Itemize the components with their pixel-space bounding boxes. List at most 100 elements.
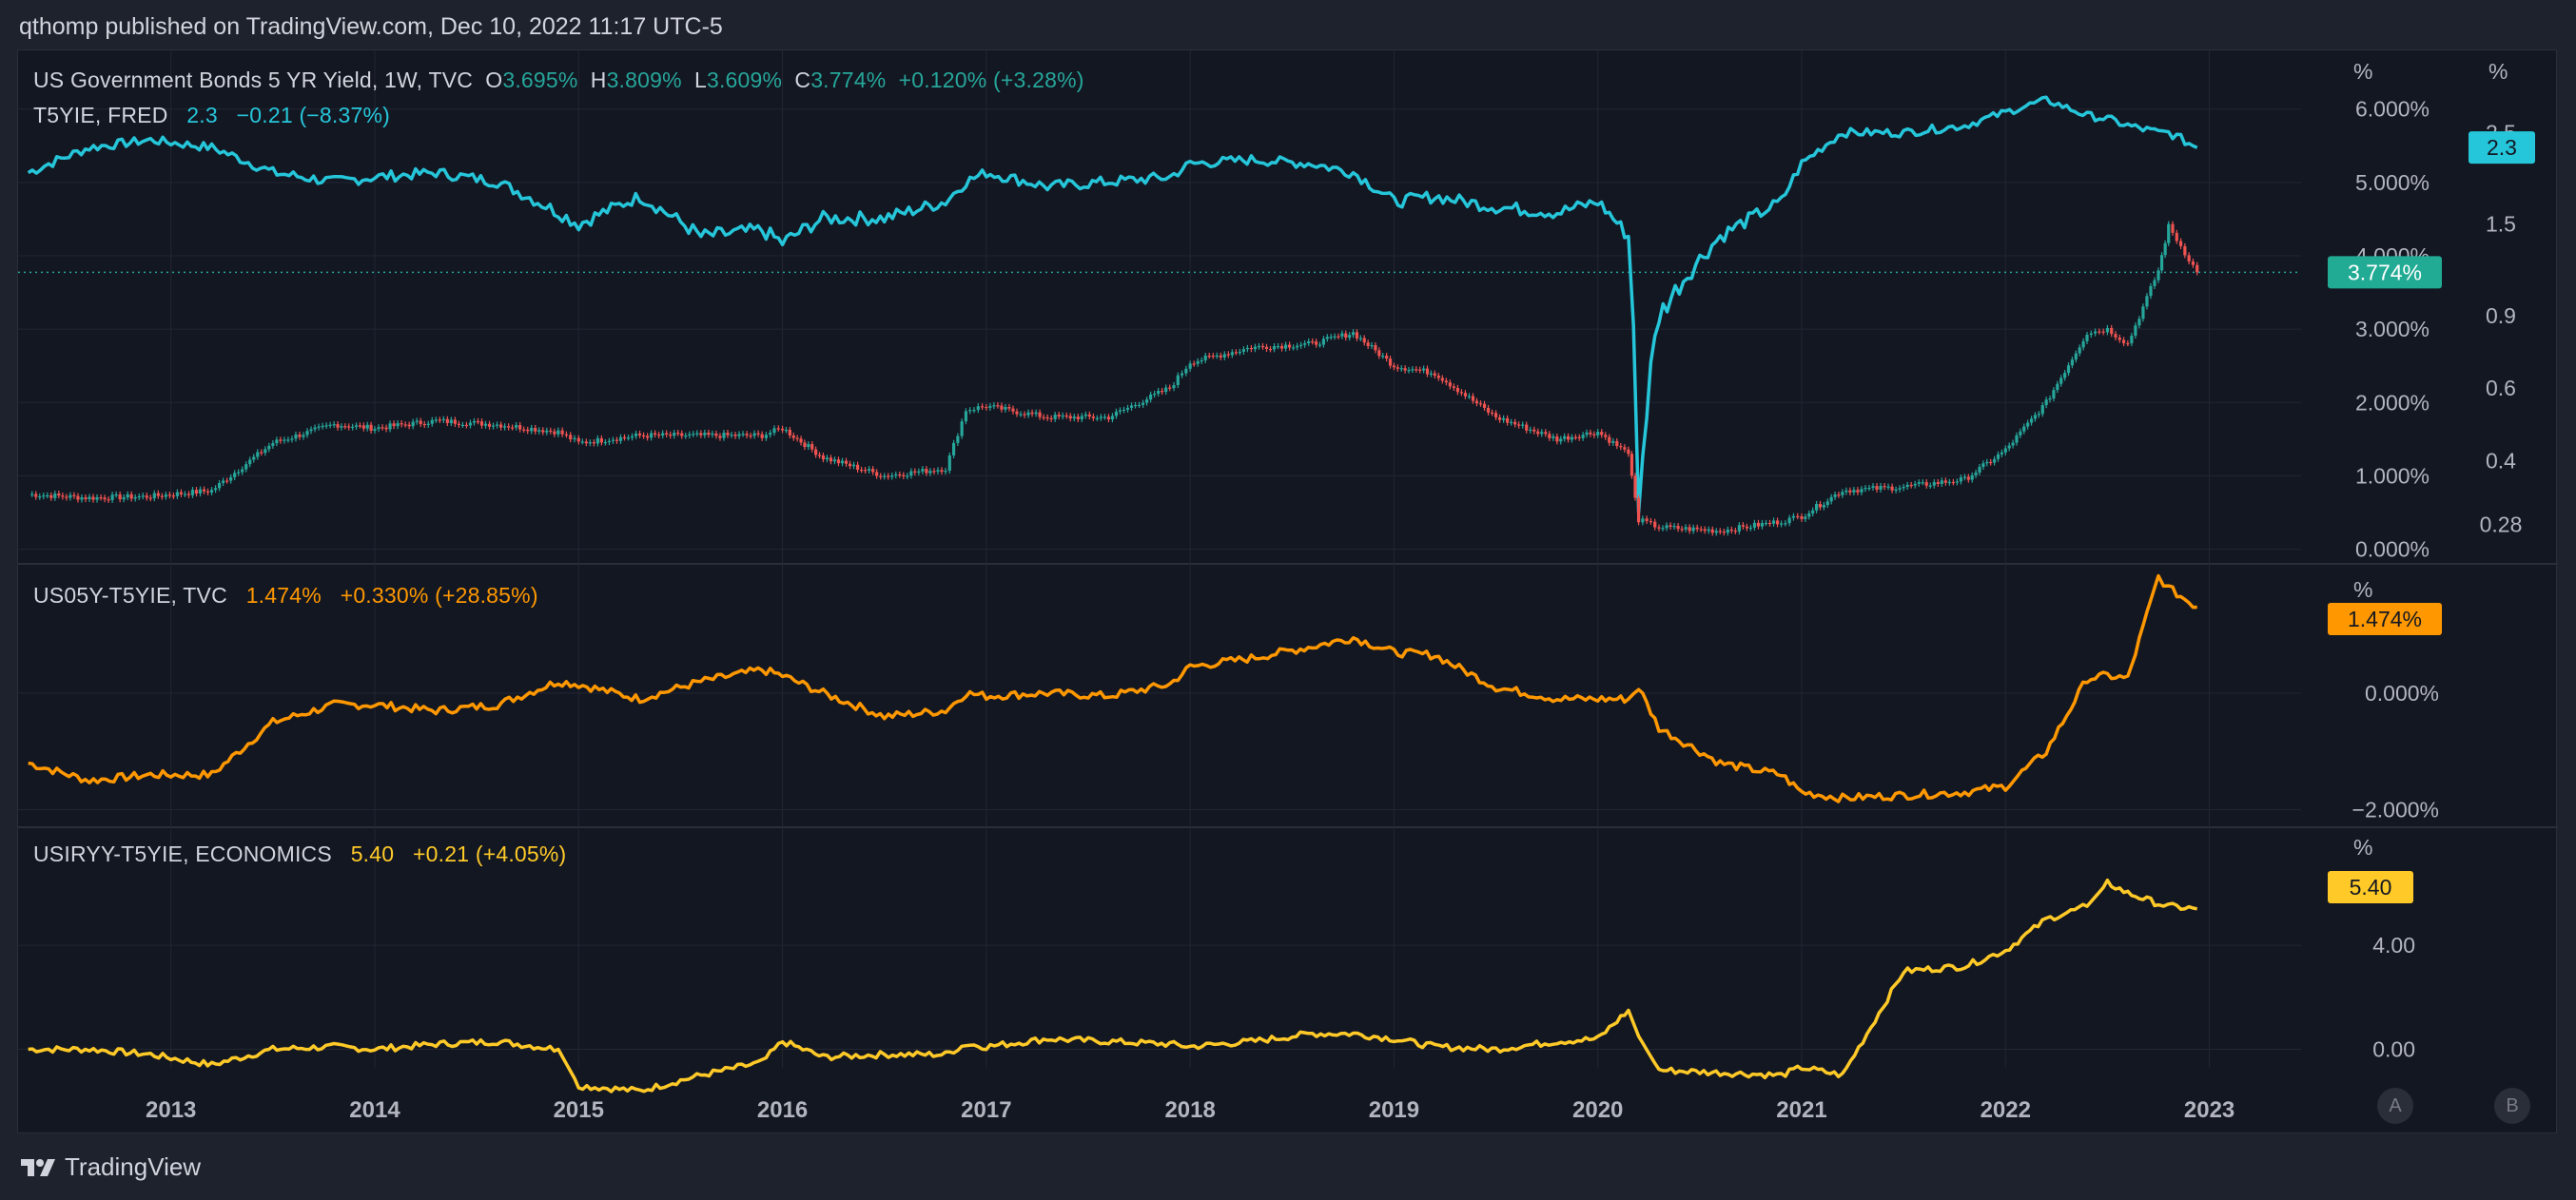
candle-body	[57, 494, 61, 496]
tradingview-logo[interactable]: TradingView	[19, 1152, 201, 1182]
candle-body	[1315, 341, 1318, 345]
candle-body	[2130, 335, 2134, 344]
candle-body	[855, 464, 860, 470]
candle-body	[110, 494, 114, 500]
candle-body	[1669, 525, 1672, 527]
candle-body	[1110, 416, 1115, 420]
candle-body	[584, 441, 588, 444]
candle-body	[133, 496, 137, 499]
candle-body	[756, 433, 760, 435]
candle-body	[1748, 527, 1753, 530]
candle-body	[1608, 436, 1611, 443]
candle-body	[453, 419, 457, 424]
legend-us05y[interactable]: US Government Bonds 5 YR Yield, 1W, TVC …	[33, 68, 1084, 93]
candle-body	[821, 455, 826, 460]
candle-body	[1844, 490, 1848, 493]
candle-body	[1951, 481, 1955, 484]
candle-body	[1095, 417, 1099, 419]
candle-body	[1680, 529, 1684, 531]
y-tick-top-6: 0.000%	[2355, 537, 2430, 562]
candle-body	[595, 437, 599, 444]
candle-body	[1936, 482, 1940, 484]
candle-body	[1684, 527, 1688, 530]
candle-body	[1596, 432, 1600, 435]
legend-t5yie[interactable]: T5YIE, FRED 2.3 −0.21 (−8.37%)	[33, 103, 390, 128]
candle-body	[1325, 337, 1329, 339]
candle-body	[267, 445, 271, 450]
candle-body	[2078, 347, 2081, 354]
candle-body	[384, 427, 388, 430]
legend-t5yie-value: 2.3	[186, 103, 218, 127]
candle-body	[1474, 400, 1479, 404]
candle-body	[560, 430, 564, 435]
candle-body	[1448, 382, 1452, 387]
candle-body	[294, 434, 298, 439]
candle-body	[1184, 368, 1188, 374]
candle-body	[925, 469, 928, 474]
candle-body	[88, 496, 91, 499]
candle-body	[1344, 333, 1348, 339]
candle-body	[2191, 261, 2195, 265]
candle-body	[1848, 490, 1852, 493]
candle-body	[279, 439, 283, 441]
candle-body	[2101, 331, 2105, 333]
candle-body	[1042, 416, 1045, 418]
candle-body	[1038, 412, 1042, 417]
candle-body	[2033, 415, 2038, 419]
candle-body	[2022, 426, 2026, 432]
y-tick-top-0: 6.000%	[2355, 97, 2430, 122]
candle-body	[1153, 394, 1157, 396]
candle-body	[615, 439, 619, 441]
candle-body	[1714, 531, 1718, 533]
candle-body	[646, 435, 650, 438]
candle-body	[1932, 482, 1936, 486]
candle-body	[726, 433, 730, 435]
candle-body	[1072, 416, 1076, 419]
legend-real-rate[interactable]: USIRYY-T5YIE, ECONOMICS 5.40 +0.21 (+4.0…	[33, 842, 566, 867]
legend-real-rate-change: +0.21 (+4.05%)	[413, 842, 567, 866]
chart-frame[interactable]: 2013 2014 2015 2016 2017 2018 2019 2020 2021 2022…	[17, 49, 2558, 1134]
candle-body	[1385, 356, 1389, 359]
candle-body	[1856, 490, 1860, 493]
candle-body	[241, 469, 244, 473]
candle-body	[1230, 352, 1234, 356]
candle-body	[1833, 494, 1837, 497]
candle-body	[1733, 531, 1737, 532]
candle-body	[1825, 501, 1829, 506]
candle-body	[764, 435, 769, 438]
candle-body	[1303, 343, 1307, 345]
candle-body	[1272, 346, 1277, 350]
candle-body	[2145, 296, 2149, 307]
candle-body	[573, 437, 576, 440]
candle-body	[1283, 344, 1288, 349]
candle-body	[171, 495, 175, 497]
candle-body	[718, 435, 722, 438]
legend-spread-change: +0.330% (+28.85%)	[340, 583, 538, 608]
candle-body	[205, 491, 210, 494]
candle-body	[260, 452, 263, 454]
candle-body	[1333, 336, 1337, 338]
candle-body	[592, 442, 595, 444]
candle-body	[1459, 392, 1464, 394]
candle-body	[661, 433, 665, 436]
legend-spread[interactable]: US05Y-T5YIE, TVC 1.474% +0.330% (+28.85%…	[33, 583, 538, 609]
candle-body	[1471, 396, 1475, 401]
candle-body	[703, 432, 707, 435]
candle-body	[634, 433, 638, 436]
candle-body	[988, 406, 992, 408]
candle-body	[1381, 356, 1385, 358]
candle-body	[630, 435, 634, 438]
candle-body	[906, 475, 909, 477]
candle-body	[626, 437, 631, 439]
x-tick-2021: 2021	[1776, 1097, 1826, 1123]
axis-b-button[interactable]: B	[2494, 1088, 2530, 1124]
axis-auto-button[interactable]: A	[2377, 1088, 2413, 1124]
candle-body	[1482, 403, 1487, 408]
candle-body	[2011, 442, 2015, 446]
candle-body	[599, 437, 603, 443]
candle-body	[1517, 424, 1521, 426]
candle-body	[1188, 363, 1192, 369]
chart-canvas[interactable]: 2013 2014 2015 2016 2017 2018 2019 2020 2021 2022…	[18, 50, 2558, 1134]
candle-body	[468, 422, 473, 426]
candle-body	[902, 474, 906, 476]
